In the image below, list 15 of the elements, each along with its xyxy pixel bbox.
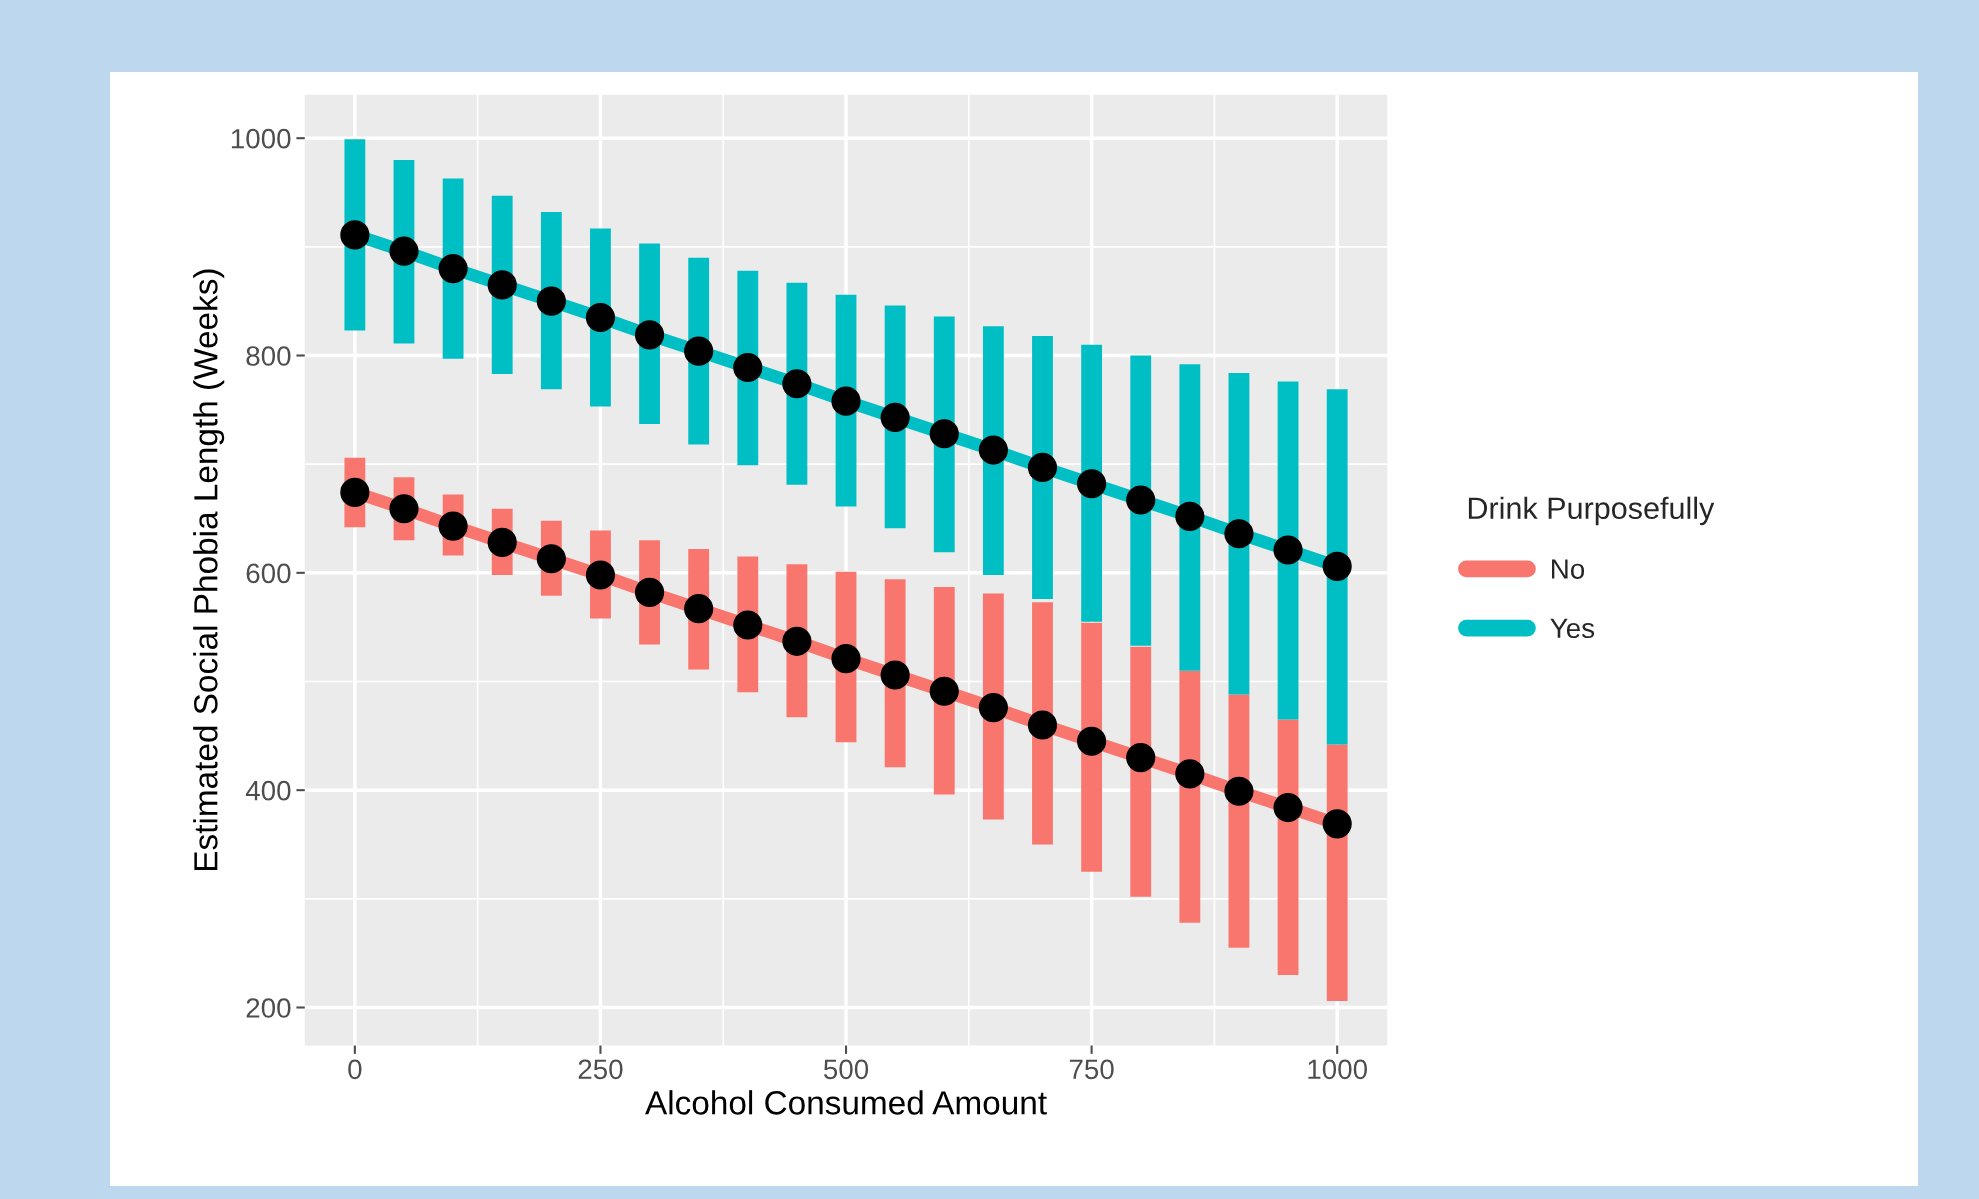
legend-title: Drink Purposefully — [1468, 496, 1715, 526]
y-tick-label: 800 — [246, 346, 291, 366]
x-tick-label: 250 — [578, 1059, 623, 1080]
legend-label: No — [1552, 559, 1585, 579]
y-tick-label: 1000 — [231, 128, 291, 149]
x-tick-label: 750 — [1069, 1059, 1114, 1080]
y-tick-label: 600 — [246, 563, 291, 584]
x-tick-label: 1000 — [1308, 1059, 1367, 1080]
x-axis-title: Alcohol Consumed Amount — [645, 1090, 1047, 1115]
legend-label: Yes — [1550, 618, 1595, 639]
y-tick-label: 200 — [246, 998, 291, 1018]
x-tick-label: 500 — [823, 1059, 869, 1080]
y-tick-label: 400 — [245, 780, 291, 801]
y-axis-title: Estimated Social Phobia Length (Weeks) — [193, 269, 225, 871]
x-tick-label: 0 — [348, 1059, 362, 1080]
